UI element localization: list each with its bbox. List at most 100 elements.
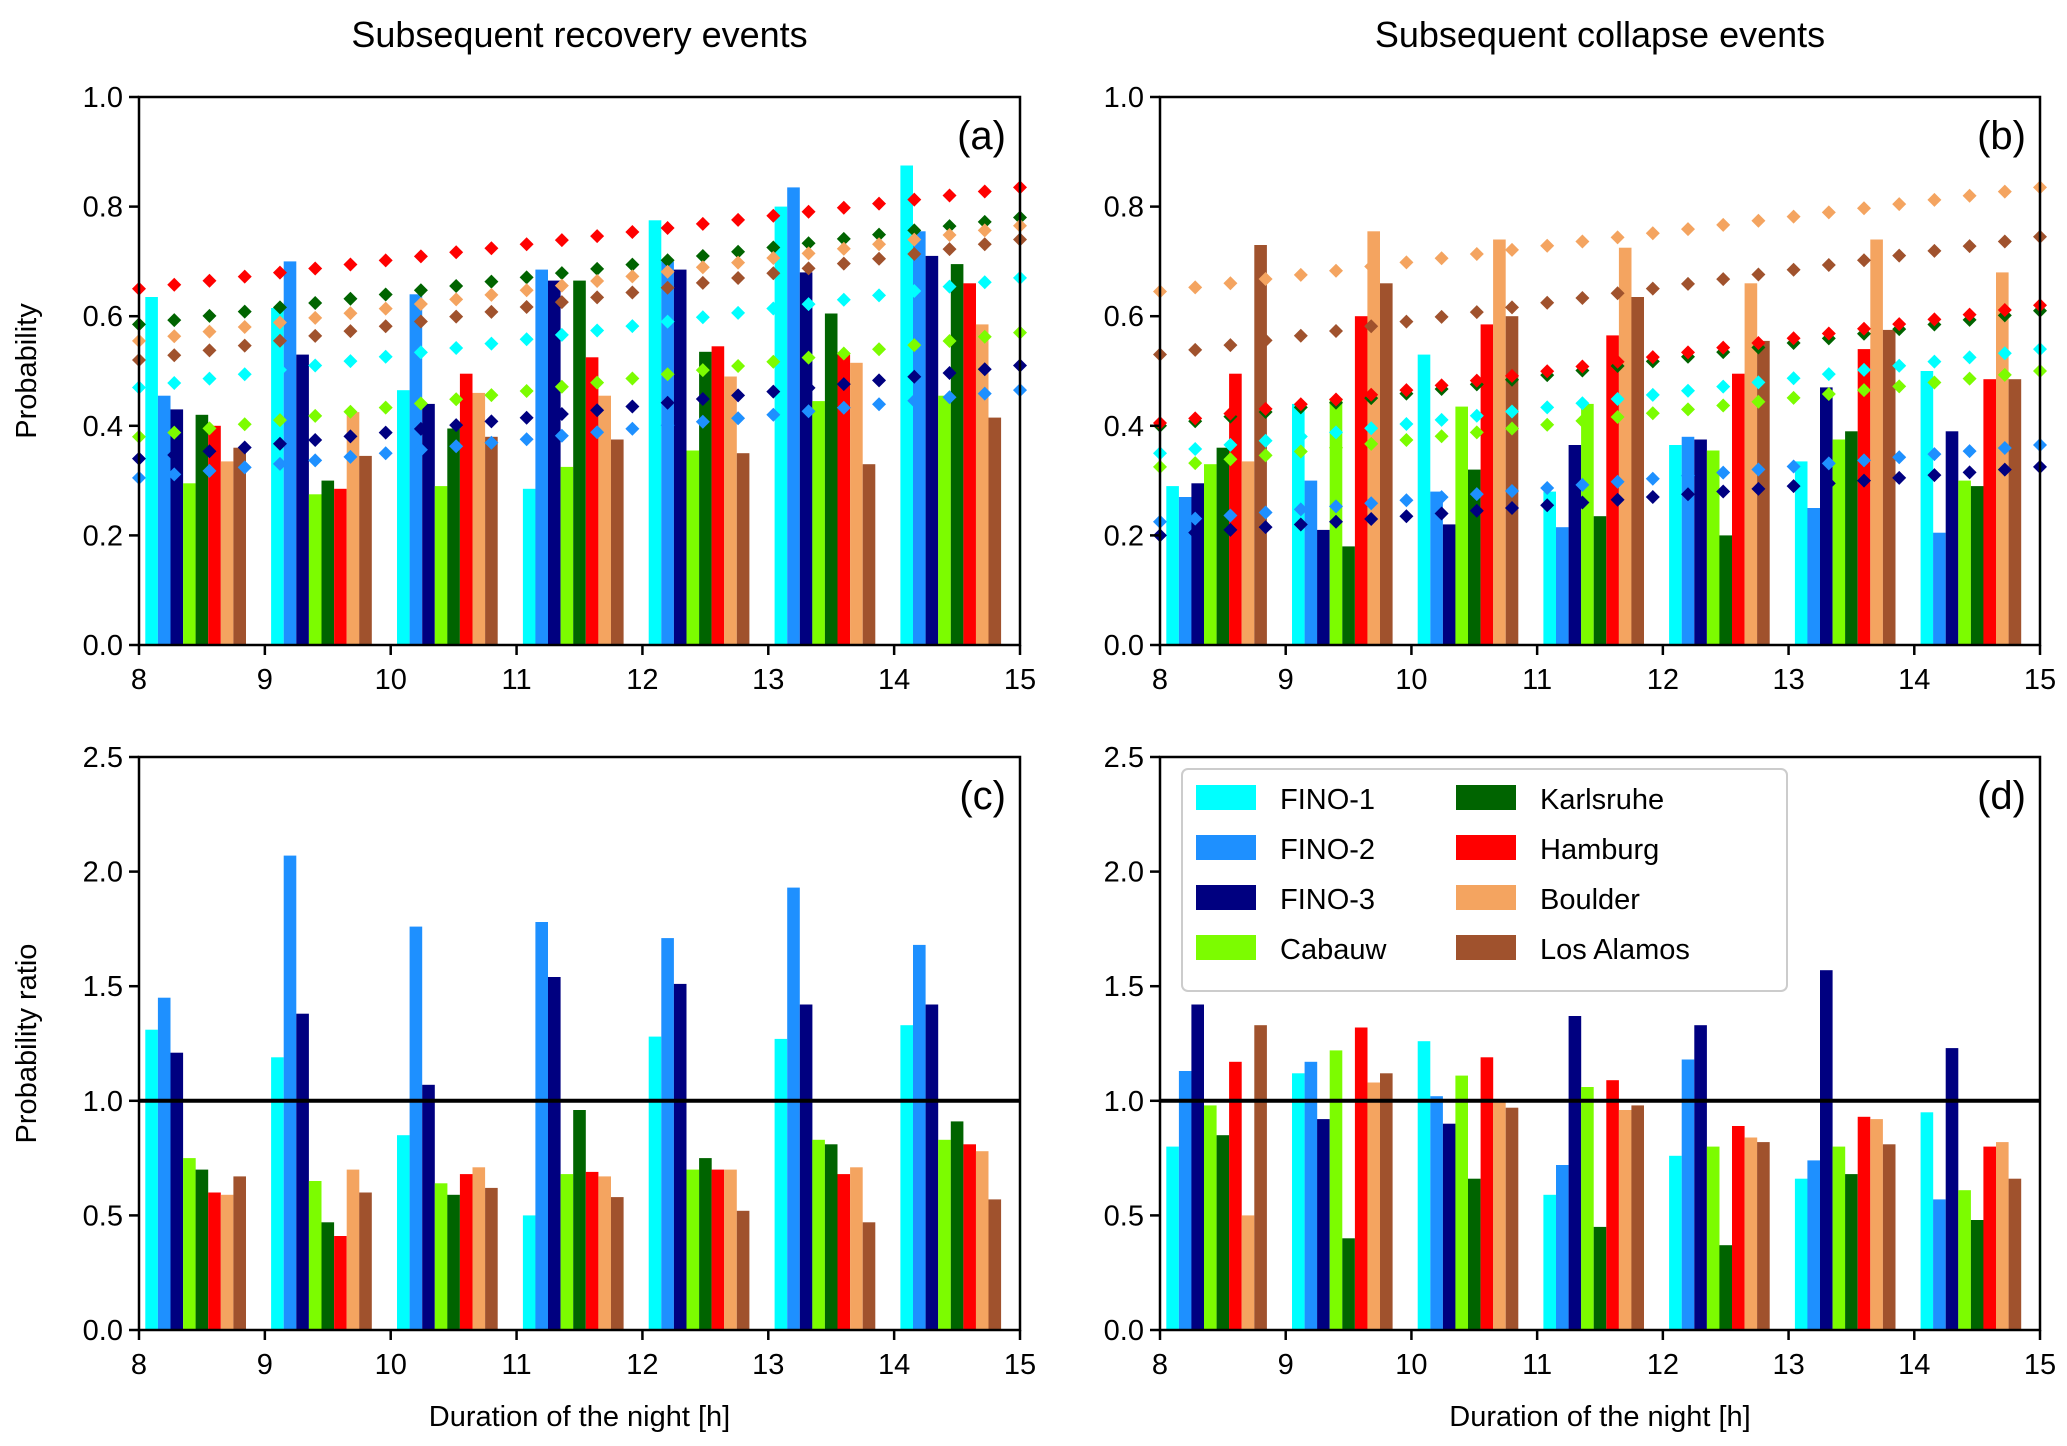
trend-marker-fino-3	[484, 414, 499, 429]
trend-marker-fino-3	[449, 418, 464, 433]
trend-marker-karlsruhe	[625, 257, 640, 272]
bar-hamburg	[208, 425, 221, 645]
x-tick-label: 12	[1647, 664, 1679, 696]
trend-marker-fino-2	[1681, 468, 1695, 483]
trend-marker-fino-3	[766, 384, 781, 399]
trend-marker-boulder	[1364, 259, 1379, 274]
bar-fino-3	[673, 983, 687, 1330]
trend-marker-karlsruhe	[766, 240, 781, 255]
trend-marker-fino-1	[202, 371, 217, 386]
trend-marker-karlsruhe	[660, 253, 675, 268]
y-tick-label: 0.4	[83, 411, 123, 443]
bar-karlsruhe	[1216, 1135, 1230, 1330]
trend-marker-karlsruhe	[836, 231, 851, 246]
trend-marker-fino-1	[1575, 396, 1590, 411]
trend-marker-fino-3	[554, 406, 569, 421]
bar-hamburg	[459, 1174, 473, 1330]
y-tick-label: 1.0	[1104, 82, 1144, 114]
bar-cabauw	[1455, 406, 1468, 645]
x-tick-label: 10	[1395, 664, 1427, 696]
trend-marker-boulder	[1927, 192, 1942, 207]
trend-marker-fino-1	[272, 362, 287, 377]
trend-marker-fino-3	[1364, 511, 1379, 526]
bar-fino-3	[799, 272, 813, 645]
trend-marker-cabauw	[1927, 375, 1942, 390]
y-tick-label: 0.0	[1104, 630, 1144, 662]
trend-marker-los-alamos	[1575, 291, 1590, 306]
bar-los-alamos	[611, 439, 624, 645]
trend-marker-los-alamos	[766, 266, 781, 281]
trend-marker-cabauw	[590, 375, 605, 390]
trend-marker-fino-3	[1293, 517, 1308, 532]
trend-marker-hamburg	[167, 277, 182, 292]
trend-marker-los-alamos	[660, 280, 675, 295]
trend-marker-cabauw	[731, 358, 746, 373]
trend-marker-karlsruhe	[907, 223, 922, 238]
legend-label: FINO-1	[1280, 784, 1375, 816]
trend-marker-boulder	[554, 278, 569, 293]
trend-marker-cabauw	[801, 350, 816, 365]
bar-los-alamos	[1631, 1105, 1644, 1330]
panel-tag: (d)	[1977, 774, 2026, 818]
trend-marker-karlsruhe	[731, 244, 746, 259]
trend-marker-cabauw	[484, 388, 499, 403]
trend-marker-fino-2	[625, 421, 640, 436]
bar-los-alamos	[862, 464, 876, 645]
bar-fino-3	[673, 269, 687, 645]
trend-marker-hamburg	[1751, 335, 1766, 350]
bar-cabauw	[812, 401, 825, 645]
y-tick-label: 0.4	[1104, 411, 1144, 443]
trend-marker-boulder	[1997, 184, 2012, 199]
panel-b: 0.0 0.2 0.4 0.6 0.8 1.0 8 9 10 11 12 13 14 15 (b) Subse…	[1104, 14, 2056, 696]
legend-label: Los Alamos	[1540, 934, 1690, 966]
bar-karlsruhe	[1719, 1245, 1732, 1330]
trend-marker-fino-3	[272, 436, 287, 451]
trend-marker-cabauw	[1997, 367, 2012, 382]
trend-marker-fino-2	[1188, 511, 1203, 526]
trend-marker-hamburg	[272, 265, 287, 280]
trend-marker-fino-3	[1223, 522, 1238, 537]
trend-marker-cabauw	[1188, 456, 1203, 471]
bar-fino-2	[1556, 1165, 1569, 1330]
bar-karlsruhe	[699, 1158, 712, 1330]
trend-marker-fino-3	[1997, 462, 2012, 477]
bar-cabauw	[1204, 464, 1217, 645]
bar-karlsruhe	[573, 1110, 586, 1330]
trend-marker-hamburg	[343, 257, 358, 272]
trend-marker-fino-1	[625, 319, 640, 334]
bar-fino-2	[409, 294, 423, 645]
trend-marker-hamburg	[1329, 392, 1343, 407]
trend-marker-los-alamos	[872, 251, 887, 266]
trend-marker-cabauw	[836, 346, 851, 361]
trend-marker-fino-1	[942, 279, 957, 294]
trend-marker-los-alamos	[343, 324, 358, 339]
trend-marker-fino-2	[1751, 462, 1766, 477]
bar-cabauw	[1204, 1105, 1217, 1330]
trend-marker-hamburg	[413, 249, 428, 264]
bar-fino-1	[1417, 1041, 1431, 1330]
bar-los-alamos	[1757, 1142, 1770, 1330]
bar-cabauw	[1581, 403, 1594, 645]
trend-marker-fino-2	[1645, 471, 1660, 486]
x-tick-label: 9	[257, 1349, 273, 1381]
x-tick-label: 9	[1278, 1349, 1294, 1381]
bar-fino-1	[1794, 1178, 1808, 1330]
trend-marker-karlsruhe	[413, 283, 428, 298]
trend-marker-fino-2	[977, 386, 992, 401]
trend-marker-fino-2	[1293, 502, 1308, 517]
x-tick-label: 11	[502, 1349, 532, 1381]
bar-karlsruhe	[1216, 447, 1230, 645]
trend-marker-fino-1	[1962, 350, 1977, 365]
panel-d: 0.0 0.5 1.0 1.5 2.0 2.5 8 9 10 11 12 13 14 15 (d) Durat…	[1104, 742, 2056, 1433]
trend-marker-hamburg	[449, 245, 464, 260]
trend-marker-fino-2	[1329, 499, 1343, 514]
bar-los-alamos	[988, 1199, 1002, 1330]
trend-marker-karlsruhe	[554, 266, 569, 281]
trend-marker-karlsruhe	[942, 219, 957, 234]
trend-marker-fino-3	[1892, 470, 1907, 485]
x-tick-label: 14	[1898, 1349, 1930, 1381]
bar-karlsruhe	[447, 1194, 460, 1330]
trend-marker-cabauw	[1681, 402, 1695, 417]
bar-karlsruhe	[950, 264, 964, 645]
bar-fino-2	[1178, 497, 1192, 645]
